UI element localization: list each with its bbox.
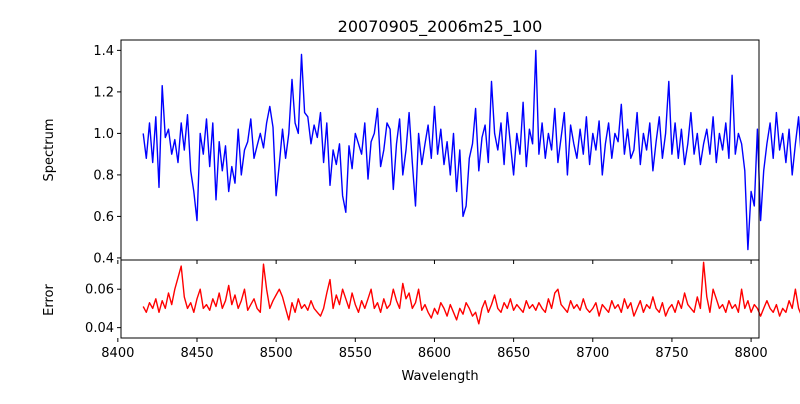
x-tick-label: 8800 — [735, 346, 768, 361]
x-tick-label: 8500 — [260, 346, 293, 361]
x-tick-label: 8450 — [180, 346, 213, 361]
x-tick-label: 8650 — [497, 346, 530, 361]
spectrum-y-axis-label: Spectrum — [42, 119, 57, 182]
x-tick-label: 8600 — [418, 346, 451, 361]
y-tick-label: 0.8 — [93, 168, 114, 183]
error-panel: 0.04 0.06 8400 8450 8500 8550 8600 8650 8700 8750… — [42, 259, 800, 384]
error-y-axis-label: Error — [42, 284, 57, 316]
spectrum-series-line — [142, 49, 800, 251]
y-tick-label: 0.06 — [85, 283, 114, 298]
y-tick-label: 0.04 — [85, 321, 114, 336]
y-tick-label: 0.6 — [93, 210, 114, 225]
x-tick-label: 8550 — [339, 346, 372, 361]
y-tick-label: 1.4 — [93, 44, 114, 59]
y-tick-label: 1.0 — [93, 127, 114, 142]
error-ticks: 0.04 0.06 8400 8450 8500 8550 8600 8650 8700 8750… — [85, 283, 768, 361]
y-tick-label: 0.4 — [93, 251, 114, 266]
error-series-line — [142, 261, 800, 325]
x-tick-label: 8400 — [101, 346, 134, 361]
x-tick-label: 8700 — [576, 346, 609, 361]
error-axes-frame — [120, 259, 760, 339]
spectrum-ticks: 0.4 0.6 0.8 1.0 1.2 1.4 — [93, 44, 752, 266]
x-axis-label: Wavelength — [401, 369, 478, 384]
x-tick-label: 8750 — [655, 346, 688, 361]
y-tick-label: 1.2 — [93, 85, 114, 100]
chart-title: 20070905_2006m25_100 — [338, 17, 543, 37]
